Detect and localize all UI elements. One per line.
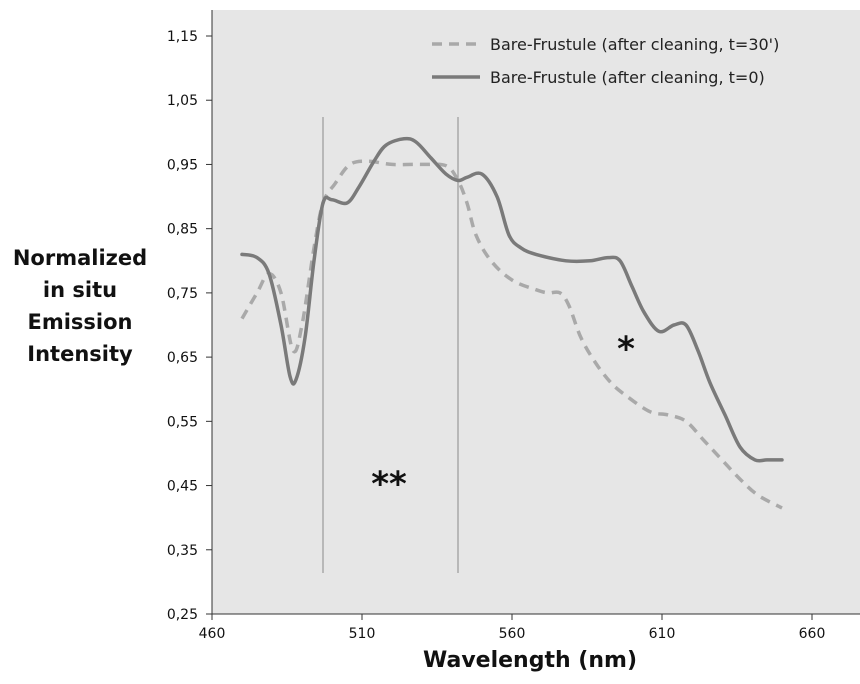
x-tick-label: 660	[799, 626, 826, 642]
x-axis-title: Wavelength (nm)	[423, 648, 637, 673]
y-axis-title-line: in situ	[42, 278, 118, 302]
y-axis-title: Normalized in situ Emission Intensity	[0, 242, 160, 370]
x-axis-ticks: 460 510 560 610 660	[199, 614, 826, 642]
y-axis-title-line: Intensity	[27, 342, 133, 366]
y-tick-label: 0,65	[167, 350, 198, 366]
y-tick-label: 0,55	[167, 414, 198, 430]
annotation-asterisk: *	[617, 330, 635, 370]
region-divider-lines	[322, 117, 459, 573]
x-tick-label: 610	[649, 626, 676, 642]
x-tick-label: 560	[499, 626, 526, 642]
legend-label: Bare-Frustule (after cleaning, t=0)	[490, 68, 765, 87]
y-tick-label: 1,05	[167, 93, 198, 109]
y-axis-title-line: Normalized	[12, 246, 148, 270]
y-tick-label: 0,95	[167, 157, 198, 173]
y-tick-label: 0,85	[167, 222, 198, 238]
y-tick-label: 0,35	[167, 543, 198, 559]
plot-area-background	[212, 10, 860, 614]
x-tick-label: 460	[199, 626, 226, 642]
y-axis-title-line: Emission	[27, 310, 133, 334]
legend: Bare-Frustule (after cleaning, t=30') Bar…	[432, 35, 779, 87]
y-tick-label: 0,45	[167, 479, 198, 495]
annotations: ***	[371, 330, 635, 505]
y-tick-label: 1,15	[167, 29, 198, 45]
annotation-asterisk: **	[371, 465, 407, 505]
x-tick-label: 510	[349, 626, 376, 642]
legend-label: Bare-Frustule (after cleaning, t=30')	[490, 35, 779, 54]
series-layer	[240, 136, 784, 510]
y-tick-label: 0,25	[167, 607, 198, 623]
series-line-t0	[240, 136, 784, 463]
y-axis-ticks: 0,25 0,35 0,45 0,55 0,65 0,75 0,85 0,95 1,05 1,15	[167, 29, 212, 623]
y-tick-label: 0,75	[167, 286, 198, 302]
